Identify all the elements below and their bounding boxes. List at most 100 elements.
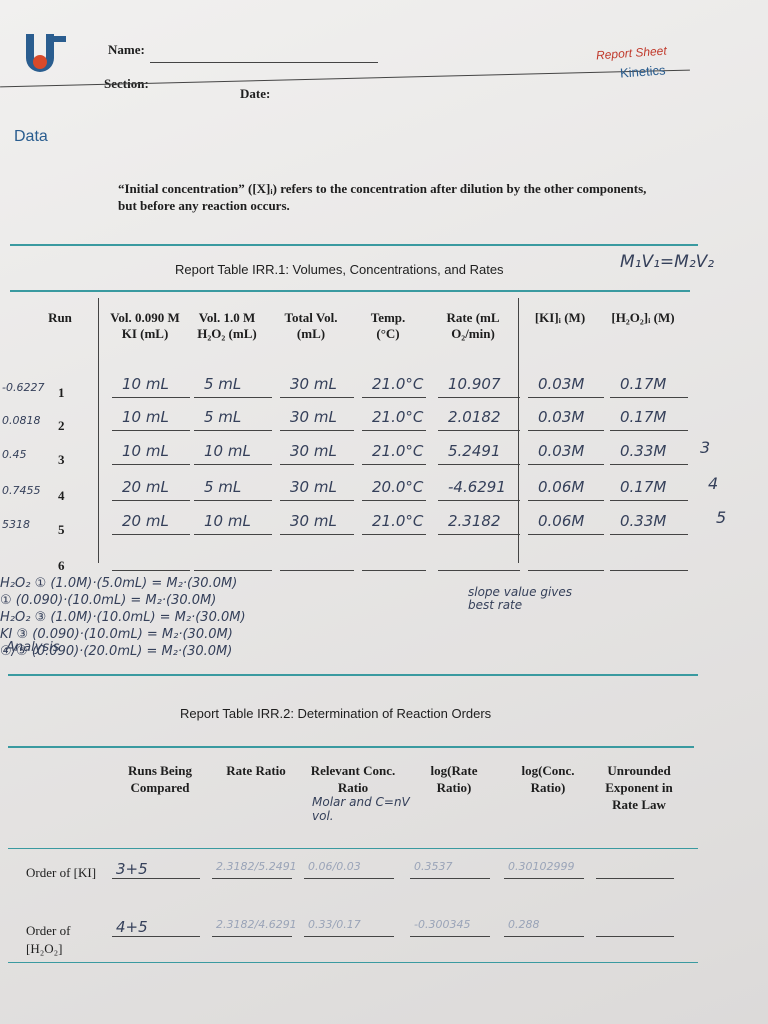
blank-line: [410, 936, 490, 937]
blank-line: [362, 500, 426, 501]
blank-line: [362, 430, 426, 431]
blank-line: [304, 936, 394, 937]
row-label: Order of [H₂O₂]: [26, 923, 71, 956]
blank-line: [528, 397, 604, 398]
blank-line: [504, 936, 584, 937]
handwritten-note: Molar and C=nV vol.: [312, 795, 410, 823]
blank-line: [410, 878, 490, 879]
cell-value: 5 mL: [204, 478, 242, 496]
cell-value: 10 mL: [204, 512, 251, 530]
blank-line: [528, 570, 604, 571]
cell-value: 2.3182/5.2491: [216, 860, 297, 873]
blank-line: [438, 464, 520, 465]
column-header: [KI]ᵢ (M): [534, 310, 586, 325]
blank-line: [362, 464, 426, 465]
blank-line: [112, 464, 190, 465]
cell-value: 20 mL: [122, 512, 169, 530]
cell-value: 0.03M: [538, 442, 585, 460]
cell-value: 21.0°C: [372, 512, 424, 530]
cell-value: 0.03M: [538, 375, 585, 393]
margin-note: 4: [708, 474, 719, 493]
blank-line: [438, 397, 520, 398]
blank-line: [194, 500, 272, 501]
work-line: ① (0.090)·(10.0mL) = M₂·(30.0M): [0, 593, 217, 608]
intro-text: “Initial concentration” ([X]ᵢ) refers to…: [118, 181, 647, 213]
blank-line: [194, 570, 272, 571]
cell-value: 0.17M: [620, 478, 667, 496]
blank-line: [610, 464, 688, 465]
cell-value: -0.300345: [414, 918, 471, 931]
cell-value: 0.06/0.03: [308, 860, 361, 873]
blank-line: [504, 878, 584, 879]
margin-note: 5318: [2, 518, 30, 531]
cell-value: 0.33/0.17: [308, 918, 361, 931]
work-line: H₂O₂ ① (1.0M)·(5.0mL) = M₂·(30.0M): [0, 576, 238, 591]
blank-line: [280, 534, 354, 535]
blank-line: [112, 534, 190, 535]
margin-note: 0.7455: [2, 484, 41, 497]
column-header: log(Conc. Ratio): [521, 763, 575, 795]
handwritten-note: M₁V₁=M₂V₂: [620, 252, 715, 272]
cell-value: 21.0°C: [372, 408, 424, 426]
cell-value: 3+5: [116, 860, 148, 878]
section-title: Data: [14, 128, 48, 145]
blank-line: [212, 878, 292, 879]
cell-value: 21.0°C: [372, 442, 424, 460]
margin-note: 3: [700, 438, 711, 457]
blank-line: [362, 534, 426, 535]
blank-line: [112, 936, 200, 937]
blank-line: [212, 936, 292, 937]
table-title: Report Table IRR.2: Determination of Rea…: [180, 706, 492, 721]
subject: Kinetics: [619, 62, 666, 81]
cell-value: 4+5: [116, 918, 148, 936]
cell-value: 30 mL: [290, 408, 337, 426]
cell-value: 0.03M: [538, 408, 585, 426]
blank-line: [610, 397, 688, 398]
cell-value: 30 mL: [290, 442, 337, 460]
blank-line: [610, 430, 688, 431]
cell-value: 0.288: [508, 918, 540, 931]
work-line: H₂O₂ ③ (1.0M)·(10.0mL) = M₂·(30.0M): [0, 610, 246, 625]
cell-value: 2.0182: [448, 408, 501, 426]
name-label: Name:: [108, 42, 145, 57]
column-header: Unrounded Exponent in Rate Law: [605, 763, 673, 812]
blank-line: [610, 534, 688, 535]
margin-note: 0.45: [2, 448, 27, 461]
blank-line: [194, 534, 272, 535]
cell-value: 10 mL: [204, 442, 251, 460]
cell-value: 0.06M: [538, 512, 585, 530]
cell-value: 5.2491: [448, 442, 501, 460]
run-number: 4: [58, 488, 65, 503]
blank-line: [610, 570, 688, 571]
cell-value: 10 mL: [122, 408, 169, 426]
cell-value: 10.907: [448, 375, 501, 393]
work-line: KI ③ (0.090)·(10.0mL) = M₂·(30.0M): [0, 627, 233, 642]
column-header: Run: [48, 310, 72, 325]
blank-line: [280, 397, 354, 398]
column-header: Rate (mL O₂/min): [446, 310, 500, 341]
cell-value: 2.3182: [448, 512, 501, 530]
run-number: 2: [58, 418, 65, 433]
blank-line: [280, 430, 354, 431]
blank-line: [280, 570, 354, 571]
column-header: Runs Being Compared: [128, 763, 192, 795]
blank-line: [280, 464, 354, 465]
row-label: Order of [KI]: [26, 865, 97, 880]
column-header: Temp. (°C): [370, 310, 406, 341]
blank-line: [304, 878, 394, 879]
blank-line: [112, 397, 190, 398]
column-header: Rate Ratio: [226, 763, 286, 778]
blank-line: [438, 430, 520, 431]
table-title: Report Table IRR.1: Volumes, Concentrati…: [175, 262, 504, 277]
cell-value: 5 mL: [204, 375, 242, 393]
blank-line: [528, 464, 604, 465]
logo: [26, 34, 66, 72]
blank-line: [362, 397, 426, 398]
column-header: [H₂O₂]ᵢ (M): [611, 310, 675, 325]
margin-note: 0.0818: [2, 414, 41, 427]
cell-value: 5 mL: [204, 408, 242, 426]
column-header: Vol. 1.0 M H₂O₂ (mL): [197, 310, 257, 341]
slope-note: slope value gives best rate: [468, 585, 573, 612]
blank-line: [438, 570, 520, 571]
